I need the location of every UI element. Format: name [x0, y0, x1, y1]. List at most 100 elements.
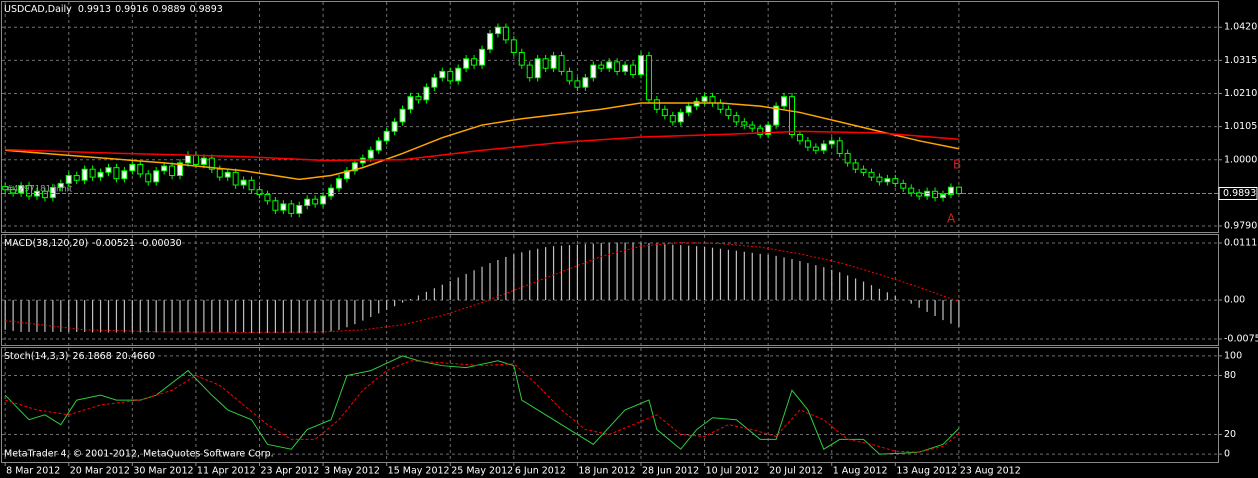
candle-body	[884, 178, 891, 183]
macd-bar	[457, 277, 459, 301]
candle-body	[502, 26, 509, 41]
macd-bar	[115, 300, 118, 333]
candle-body	[41, 190, 48, 199]
macd-bar	[219, 300, 221, 333]
x-tick-label: 1 Aug 2012	[833, 466, 888, 477]
macd-bar	[807, 263, 809, 301]
candle-body	[463, 58, 470, 69]
candle-body	[288, 203, 295, 214]
macd-bar	[576, 244, 579, 301]
macd-bar	[52, 300, 54, 332]
candle-body	[685, 105, 692, 113]
macd-bar	[401, 300, 404, 303]
candle-body	[169, 165, 176, 177]
macd-bar	[131, 300, 133, 333]
candle-body	[932, 190, 939, 199]
macd-bar	[92, 300, 94, 333]
candle-body	[820, 143, 827, 151]
x-tick-label: 25 May 2012	[451, 466, 513, 477]
x-tick-label: 8 Mar 2012	[6, 466, 60, 477]
candle-body	[542, 58, 549, 69]
macd-bar	[950, 300, 952, 324]
indicator-line	[5, 242, 960, 333]
x-tick-label: 15 May 2012	[388, 466, 450, 477]
candle-body	[669, 115, 676, 123]
macd-bar	[791, 258, 793, 301]
macd-bar	[258, 300, 261, 333]
macd-bar	[298, 300, 300, 333]
candle-body	[10, 189, 17, 194]
price-panel	[1, 1, 1219, 233]
stoch-panel	[1, 347, 1219, 463]
candle-body	[26, 185, 33, 197]
candle-body	[773, 105, 780, 126]
macd-bar	[346, 300, 348, 328]
candle-body	[852, 162, 859, 170]
candle-body	[630, 64, 637, 76]
indicator-line	[5, 130, 959, 162]
candle-body	[280, 203, 287, 211]
candle-body	[908, 187, 915, 194]
macd-bar	[155, 300, 157, 333]
candle-body	[844, 152, 851, 164]
candle-body	[208, 157, 215, 170]
macd-bar	[171, 300, 173, 333]
macd-bar	[664, 244, 666, 301]
stoch-main-readout: 26.1868	[72, 351, 111, 362]
candle-body	[653, 99, 660, 110]
candle-body	[590, 64, 597, 79]
candle-body	[614, 61, 621, 72]
x-tick-label: 30 Mar 2012	[133, 466, 193, 477]
macd-bar	[20, 300, 22, 332]
macd-bar	[123, 300, 125, 333]
candle-body	[510, 39, 517, 53]
price-header: USDCAD,Daily 0.9913 0.9916 0.9889 0.9893	[4, 4, 223, 15]
candle-body	[121, 170, 128, 180]
candle-body	[161, 165, 168, 172]
candle-body	[741, 121, 748, 126]
candle-body	[900, 182, 907, 189]
x-tick-label: 11 Apr 2012	[197, 466, 256, 477]
macd-bar	[505, 256, 507, 301]
macd-bar	[28, 300, 30, 332]
x-tick-label: 13 Aug 2012	[896, 466, 957, 477]
y-tick-label: 1.0315	[1224, 55, 1257, 66]
candle-body	[574, 80, 581, 88]
macd-bar	[775, 255, 777, 301]
macd-bar	[767, 254, 769, 301]
macd-bar	[417, 295, 420, 301]
macd-bar	[560, 245, 563, 301]
macd-bar	[306, 300, 308, 333]
macd-bar	[227, 300, 229, 333]
candle-body	[757, 127, 764, 136]
macd-readout: -0.00521	[92, 238, 135, 249]
candle-body	[471, 58, 478, 66]
macd-bar	[330, 300, 332, 332]
candle-body	[97, 171, 104, 178]
macd-panel	[1, 234, 1219, 346]
macd-header: MACD(38,120,20) -0.00521 -0.00030	[4, 238, 182, 249]
macd-bar	[918, 300, 920, 308]
macd-bar	[473, 270, 475, 301]
candle-body	[343, 170, 350, 180]
macd-bar	[163, 300, 165, 333]
candle-body	[320, 195, 327, 205]
candle-body	[105, 167, 112, 173]
macd-bar	[942, 300, 944, 321]
candle-body	[2, 186, 9, 191]
candle-body	[328, 187, 335, 197]
macd-bar	[545, 247, 547, 301]
candle-body	[955, 186, 962, 195]
macd-bar	[870, 285, 873, 301]
macd-bar	[656, 243, 658, 301]
x-tick-label: 28 Jun 2012	[642, 466, 699, 477]
macd-bar	[60, 300, 62, 332]
signal-readout: -0.00030	[139, 238, 182, 249]
y-tick-label: 1.0420	[1224, 22, 1257, 33]
candle-body	[177, 162, 184, 177]
macd-bar	[552, 246, 555, 301]
macd-bar	[314, 300, 316, 333]
candle-body	[733, 115, 740, 123]
